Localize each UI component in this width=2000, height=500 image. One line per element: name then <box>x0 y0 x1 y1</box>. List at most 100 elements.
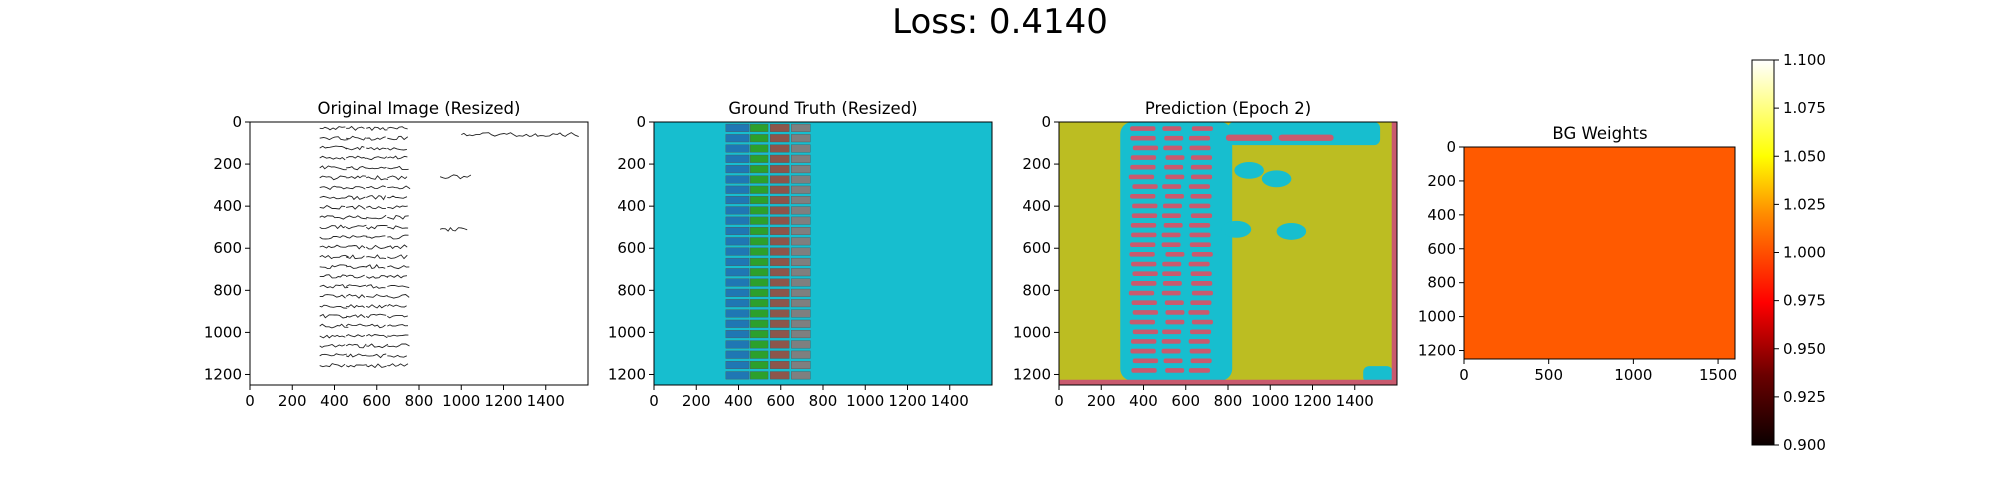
gt-cell <box>791 340 811 349</box>
original-image-bg <box>250 122 588 385</box>
gt-cell <box>791 299 811 308</box>
gt-cell <box>725 247 750 256</box>
x-tick-label: 800 <box>1214 392 1243 410</box>
bg-weights-map <box>1464 147 1735 359</box>
gt-cell <box>769 340 790 349</box>
gt-cell <box>749 371 769 380</box>
gt-cell <box>725 154 750 163</box>
pred-cell <box>1132 203 1158 209</box>
pred-cell <box>1128 290 1155 296</box>
gt-cell <box>769 226 790 235</box>
y-tick-label: 1000 <box>204 323 242 341</box>
pred-cell <box>1189 203 1211 209</box>
ink-row <box>319 284 410 289</box>
gt-cell <box>791 330 811 339</box>
pred-cell <box>1190 300 1212 306</box>
axes-ground-truth: 0 200 400 600 800 1000 1200 1400020040060080010… <box>608 113 969 410</box>
pred-cell <box>1162 329 1182 335</box>
gt-cell <box>725 309 750 318</box>
y-tick-label: 800 <box>213 281 242 299</box>
pred-cell <box>1161 242 1181 247</box>
pred-cell <box>1131 281 1157 286</box>
gt-cell <box>769 299 790 308</box>
gt-cell <box>725 371 750 380</box>
pred-cell <box>1129 319 1156 325</box>
pred-cell <box>1190 174 1213 180</box>
gt-cell <box>769 361 790 369</box>
y-tick-label: 200 <box>1427 172 1456 190</box>
y-tick-label: 0 <box>232 113 242 131</box>
ink-note <box>439 226 468 232</box>
gt-cell <box>749 247 769 256</box>
y-tick-label: 200 <box>1022 155 1051 173</box>
pred-cell <box>1162 184 1182 189</box>
gt-cell <box>725 144 750 153</box>
x-tick-label: 800 <box>405 392 434 410</box>
ink-row <box>319 214 409 220</box>
y-tick-label: 1200 <box>1418 342 1456 360</box>
pred-cell <box>1130 348 1156 354</box>
x-tick-label: 0 <box>1054 392 1064 410</box>
colorbar-gradient <box>1752 60 1774 445</box>
colorbar-tick-label: 0.925 <box>1783 388 1826 406</box>
gt-cell <box>749 237 769 246</box>
ink-row <box>319 293 410 299</box>
pred-cell <box>1188 184 1210 189</box>
pred-cell <box>1190 164 1212 170</box>
gt-cell <box>749 257 769 266</box>
gt-cell <box>725 350 750 359</box>
gt-cell <box>749 144 769 153</box>
ink-row <box>319 254 408 260</box>
pred-cell <box>1278 134 1334 141</box>
gt-cell <box>769 175 790 184</box>
ink-row <box>319 204 408 210</box>
pred-cell <box>1164 164 1184 170</box>
pred-cell <box>1188 368 1210 373</box>
ground-truth-background <box>654 122 992 385</box>
gt-cell <box>749 361 769 369</box>
pred-cell <box>1161 213 1181 218</box>
pred-cell <box>1188 310 1210 315</box>
ink-row <box>319 224 409 230</box>
x-tick-label: 800 <box>809 392 838 410</box>
pred-cell <box>1188 135 1211 141</box>
ink-row <box>319 125 408 131</box>
pred-cell <box>1225 134 1273 141</box>
pred-cell <box>1165 193 1185 199</box>
pred-cell <box>1191 290 1213 296</box>
x-tick-label: 500 <box>1534 366 1563 384</box>
axes-prediction: 0 200 400 600 800 1000 1200 1400020040060080010… <box>1013 113 1374 410</box>
colorbar-tick-label: 1.075 <box>1783 99 1826 117</box>
gt-cell <box>725 340 750 349</box>
x-tick-label: 1000 <box>1614 366 1652 384</box>
colorbar-tick-label: 1.025 <box>1783 195 1826 213</box>
x-tick-label: 600 <box>1171 392 1200 410</box>
pred-cell <box>1130 126 1156 131</box>
gt-cell <box>791 257 811 266</box>
gt-cell <box>769 309 790 318</box>
y-tick-label: 800 <box>1427 274 1456 292</box>
gt-cell <box>749 175 769 184</box>
gt-cell <box>725 206 750 215</box>
gt-cell <box>791 216 811 225</box>
x-tick-label: 200 <box>1087 392 1116 410</box>
pred-cell <box>1131 339 1157 344</box>
y-tick-label: 1200 <box>1013 365 1051 383</box>
pred-cell <box>1131 261 1157 267</box>
gt-cell <box>791 288 811 297</box>
gt-cell <box>791 309 811 318</box>
y-tick-label: 1000 <box>1013 323 1051 341</box>
pred-cell <box>1188 261 1210 267</box>
gt-cell <box>769 330 790 339</box>
gt-cell <box>791 350 811 359</box>
gt-cell <box>725 165 750 174</box>
panel-original: Original Image (Resized) 0 200 400 600 800 10… <box>204 99 589 410</box>
pred-cell <box>1189 232 1211 238</box>
gt-cell <box>725 185 750 194</box>
ground-truth-cells <box>725 123 811 380</box>
gt-cell <box>749 288 769 297</box>
gt-cell <box>791 371 811 380</box>
pred-cell <box>1165 155 1185 160</box>
figure-suptitle: Loss: 0.4140 <box>892 2 1108 42</box>
pred-cell <box>1191 126 1213 131</box>
